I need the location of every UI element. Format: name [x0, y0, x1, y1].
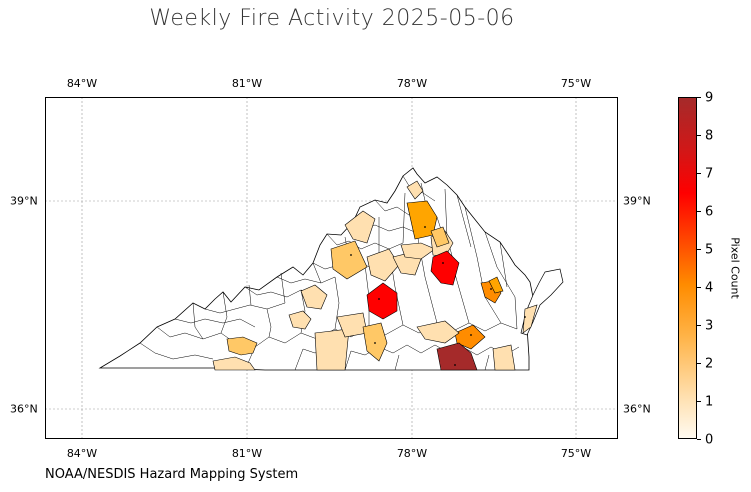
colorbar-tickmark — [697, 363, 701, 364]
colorbar-tickmark — [697, 211, 701, 212]
fire-detection-dots — [350, 226, 526, 366]
lat-tick-left-39: 39°N — [10, 194, 38, 208]
county-fill — [488, 276, 504, 294]
county-fill — [344, 210, 376, 244]
colorbar-tick-1: 1 — [705, 394, 714, 410]
lon-tick-bottom-81: 81°W — [231, 447, 263, 460]
county-fill — [406, 180, 424, 200]
colorbar-tick-8: 8 — [705, 128, 714, 144]
colorbar-tickmark — [697, 97, 701, 98]
lon-tick-top-78: 78°W — [396, 77, 428, 90]
county-fill — [522, 304, 538, 334]
county-fill — [436, 342, 478, 371]
lon-tick-bottom-75: 75°W — [560, 447, 592, 460]
county-fill — [300, 284, 328, 310]
colorbar-tick-9: 9 — [705, 90, 714, 106]
lon-tick-bottom-84: 84°W — [66, 447, 98, 460]
colorbar-tickmark — [697, 439, 701, 440]
virginia-county-map — [45, 97, 618, 439]
county-fill — [416, 320, 460, 344]
highlighted-counties — [212, 180, 538, 371]
lat-tick-right-39: 39°N — [623, 194, 651, 208]
county-fill — [400, 242, 436, 260]
county-fill — [454, 324, 486, 350]
colorbar-tickmark — [697, 401, 701, 402]
county-fill — [330, 240, 368, 280]
colorbar-tick-2: 2 — [705, 356, 714, 372]
lon-tick-bottom-78: 78°W — [396, 447, 428, 460]
county-fill — [362, 322, 388, 362]
map-gridlines — [45, 97, 618, 439]
colorbar — [678, 97, 697, 439]
colorbar-tick-7: 7 — [705, 166, 714, 182]
county-fill — [366, 248, 400, 282]
county-fill — [226, 336, 258, 356]
colorbar-tickmark — [697, 135, 701, 136]
colorbar-tickmark — [697, 325, 701, 326]
colorbar-tick-5: 5 — [705, 242, 714, 258]
colorbar-tick-6: 6 — [705, 204, 714, 220]
colorbar-tick-4: 4 — [705, 280, 714, 296]
data-source-credit: NOAA/NESDIS Hazard Mapping System — [45, 467, 299, 482]
lon-tick-top-84: 84°W — [66, 77, 98, 90]
county-fill — [212, 356, 256, 371]
county-fill — [314, 328, 350, 371]
colorbar-tick-0: 0 — [705, 432, 714, 448]
lat-tick-left-36: 36°N — [10, 402, 38, 416]
map-frame — [45, 97, 618, 439]
county-fill — [430, 250, 460, 286]
county-fill — [366, 282, 398, 320]
map-title: Weekly Fire Activity 2025-05-06 — [149, 6, 515, 31]
lat-tick-right-36: 36°N — [623, 402, 651, 416]
lon-tick-top-81: 81°W — [231, 77, 263, 90]
colorbar-tickmark — [697, 249, 701, 250]
colorbar-label: Pixel Count — [728, 237, 742, 299]
county-fill — [288, 310, 312, 330]
colorbar-tick-3: 3 — [705, 318, 714, 334]
lon-tick-top-75: 75°W — [560, 77, 592, 90]
county-fill — [492, 344, 516, 371]
colorbar-tickmark — [697, 173, 701, 174]
colorbar-tickmark — [697, 287, 701, 288]
county-fill — [430, 226, 450, 248]
